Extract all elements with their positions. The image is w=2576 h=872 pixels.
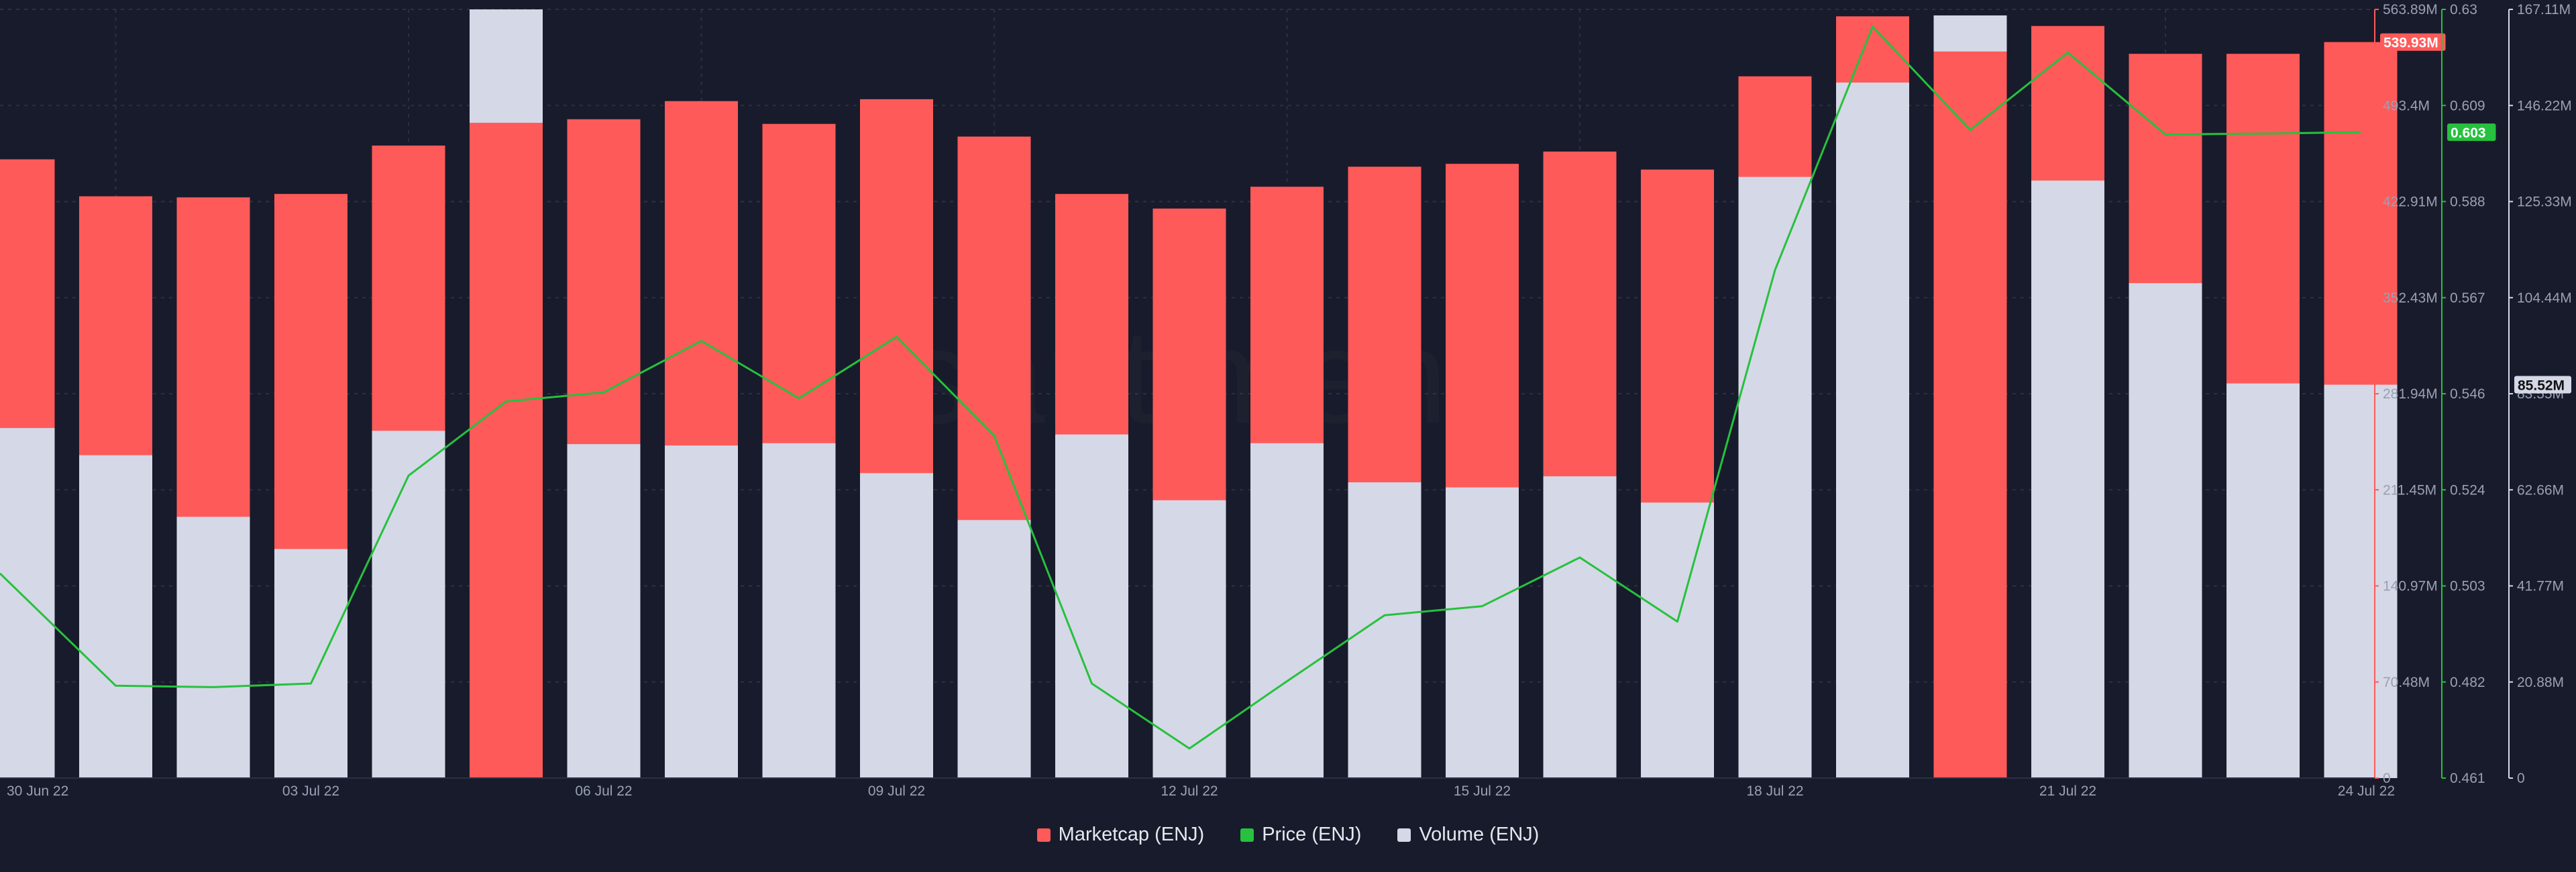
marketcap-tick-label: 563.89M: [2383, 2, 2438, 17]
price-tick-label: 0.461: [2450, 771, 2485, 786]
price-line-layer: [0, 25, 2361, 750]
marketcap-tick-label: 140.97M: [2383, 579, 2438, 594]
legend-item-volume[interactable]: Volume (ENJ): [1397, 824, 1539, 846]
x-tick-label: 30 Jun 22: [7, 783, 68, 799]
bar-volume[interactable]: [1250, 443, 1324, 778]
x-tick-label: 15 Jul 22: [1454, 783, 1511, 799]
price-tick-label: 0.524: [2450, 482, 2485, 498]
bar-volume[interactable]: [665, 445, 738, 778]
bar-volume[interactable]: [79, 455, 152, 778]
volume-tick-label: 0: [2517, 771, 2525, 786]
bar-marketcap[interactable]: [1933, 51, 2007, 779]
price-tick-label: 0.546: [2450, 386, 2485, 402]
volume-tick-label: 167.11M: [2517, 2, 2571, 17]
volume-tick-label: 20.88M: [2517, 675, 2564, 690]
bar-volume[interactable]: [762, 443, 836, 778]
x-tick-label: 18 Jul 22: [1746, 783, 1803, 799]
price-current-label: 0.603: [2451, 125, 2486, 141]
volume-tick-label: 104.44M: [2517, 290, 2572, 306]
price-tick-label: 0.482: [2450, 675, 2485, 690]
marketcap-swatch: [1036, 828, 1051, 842]
bar-volume[interactable]: [1152, 500, 1226, 778]
legend-label-price: Price (ENJ): [1262, 824, 1362, 845]
marketcap-current-label: 539.93M: [2383, 36, 2438, 51]
x-tick-label: 09 Jul 22: [868, 783, 925, 799]
marketcap-tick-label: 422.91M: [2383, 195, 2438, 210]
volume-current-label: 85.52M: [2518, 378, 2565, 394]
marketcap-tick-label: 493.4M: [2383, 98, 2430, 113]
bar-volume[interactable]: [1836, 83, 1909, 778]
x-tick-label: 21 Jul 22: [2039, 783, 2096, 799]
bar-volume[interactable]: [957, 520, 1031, 778]
bar-volume[interactable]: [2129, 283, 2202, 778]
price-line[interactable]: [0, 25, 2361, 750]
price-tick-label: 0.63: [2450, 2, 2477, 17]
x-tick-label: 06 Jul 22: [575, 783, 632, 799]
x-tick-label: 12 Jul 22: [1161, 783, 1218, 799]
bar-volume[interactable]: [274, 549, 347, 778]
bar-volume[interactable]: [1641, 502, 1714, 778]
price-tick-label: 0.588: [2450, 195, 2485, 210]
price-swatch: [1240, 828, 1254, 842]
marketcap-tick-label: 211.45M: [2383, 482, 2436, 498]
marketcap-tick-label: 70.48M: [2383, 675, 2430, 690]
volume-tick-label: 62.66M: [2517, 482, 2564, 498]
volume-current-badge: [2514, 376, 2571, 394]
bar-marketcap[interactable]: [470, 123, 543, 778]
bar-volume[interactable]: [1446, 487, 1519, 778]
bar-volume[interactable]: [2226, 383, 2300, 778]
bar-volume[interactable]: [567, 444, 641, 778]
bar-volume[interactable]: [1348, 482, 1421, 778]
bar-volume[interactable]: [176, 516, 250, 778]
volume-tick-label: 125.33M: [2517, 195, 2572, 210]
legend: Marketcap (ENJ) Price (ENJ) Volume (ENJ): [0, 824, 2576, 846]
bar-volume[interactable]: [1738, 176, 1812, 778]
bar-volume[interactable]: [372, 431, 445, 778]
legend-label-volume: Volume (ENJ): [1419, 824, 1540, 845]
bar-volume[interactable]: [860, 473, 933, 778]
x-tick-label: 03 Jul 22: [282, 783, 339, 799]
legend-label-marketcap: Marketcap (ENJ): [1058, 824, 1205, 845]
marketcap-tick-label: 352.43M: [2383, 290, 2438, 306]
volume-tick-label: 41.77M: [2517, 579, 2564, 594]
legend-item-marketcap[interactable]: Marketcap (ENJ): [1036, 824, 1205, 846]
bar-volume[interactable]: [0, 428, 55, 778]
bar-volume[interactable]: [1055, 434, 1128, 778]
price-tick-label: 0.609: [2450, 98, 2485, 113]
legend-item-price[interactable]: Price (ENJ): [1240, 824, 1361, 846]
x-axis: 30 Jun 22 03 Jul 22 06 Jul 22 09 Jul 22 12 J…: [0, 777, 2395, 799]
marketcap-tick-label: 281.94M: [2383, 386, 2438, 402]
marketcap-tick-label: 0: [2383, 771, 2391, 786]
marketcap-current-badge: [2380, 33, 2446, 51]
bars: [0, 9, 2398, 779]
axes: 0 70.48M 140.97M 211.45M 281.94M 352.43M 422.9…: [2374, 2, 2572, 786]
price-tick-label: 0.503: [2450, 579, 2485, 594]
price-tick-label: 0.567: [2450, 290, 2485, 306]
price-current-badge: [2447, 123, 2496, 142]
bar-volume[interactable]: [1543, 476, 1617, 778]
volume-tick-label: 146.22M: [2517, 98, 2572, 113]
volume-swatch: [1397, 828, 1411, 842]
x-tick-label: 24 Jul 22: [2338, 783, 2395, 799]
bar-volume[interactable]: [2324, 384, 2398, 778]
bar-volume[interactable]: [2031, 180, 2104, 778]
